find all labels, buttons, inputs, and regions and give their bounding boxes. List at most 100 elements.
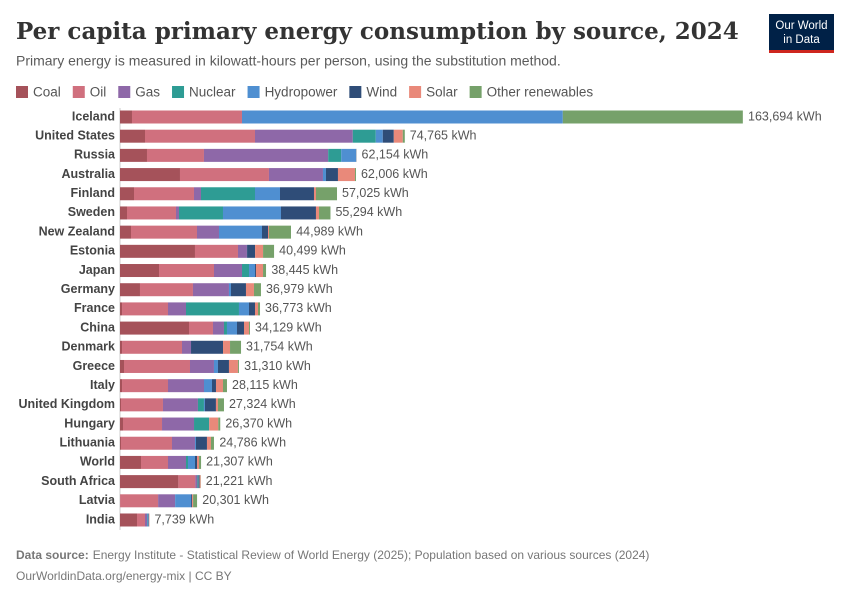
bar-segment <box>178 206 223 220</box>
bar-segment <box>341 148 357 162</box>
total-label: 21,307 kWh <box>206 455 273 469</box>
bar-segment <box>254 129 353 143</box>
bar-segment <box>185 455 189 469</box>
bar-segment <box>209 417 219 431</box>
legend-swatch <box>247 86 260 98</box>
legend-label: Hydropower <box>265 85 338 100</box>
bar-segment <box>210 436 214 450</box>
bar-segment <box>134 187 194 201</box>
category-label: United States <box>35 128 115 142</box>
bar-segment <box>218 225 262 239</box>
bar-segment <box>158 494 176 508</box>
bar-segment <box>123 417 163 431</box>
category-label: India <box>86 512 116 526</box>
total-label: 57,025 kWh <box>342 186 409 200</box>
bar-segment <box>179 168 269 182</box>
bar-segment <box>162 417 195 431</box>
total-label: 27,324 kWh <box>229 397 296 411</box>
bar-segment <box>315 206 319 220</box>
total-label: 7,739 kWh <box>154 512 214 526</box>
bar-segment <box>127 206 176 220</box>
category-label: Lithuania <box>59 436 116 450</box>
bar-segment <box>137 513 146 527</box>
bar-segment <box>120 494 159 508</box>
bar-segment <box>203 148 329 162</box>
bar-segment <box>217 359 229 373</box>
logo-text: in Data <box>783 34 820 46</box>
category-label: Finland <box>71 186 115 200</box>
bar-segment <box>162 398 198 412</box>
total-label: 28,115 kWh <box>232 378 298 392</box>
bar-segment <box>192 494 194 508</box>
category-label: World <box>80 455 115 469</box>
bar-segment <box>402 129 405 143</box>
category-label: Germany <box>61 282 115 296</box>
bar-segment <box>256 264 264 278</box>
total-label: 44,989 kWh <box>296 224 363 238</box>
legend-swatch <box>409 86 422 98</box>
legend-label: Wind <box>366 85 397 100</box>
bar-segment <box>268 225 270 239</box>
bar-segment <box>199 475 201 489</box>
bar-segment <box>254 302 259 316</box>
bar-segment <box>120 264 160 278</box>
bar-segment <box>212 321 224 335</box>
bar-segment <box>120 187 135 201</box>
total-label: 62,006 kWh <box>361 167 428 181</box>
bar-segment <box>243 321 249 335</box>
total-label: 20,301 kWh <box>202 493 269 507</box>
bar-segment <box>120 436 172 450</box>
bar-segment <box>248 302 255 316</box>
bar-segment <box>120 455 142 469</box>
bar-segment <box>120 129 146 143</box>
bar-segment <box>130 225 197 239</box>
bar-segment <box>279 187 314 201</box>
bar-segment <box>215 398 218 412</box>
legend-label: Oil <box>90 85 107 100</box>
bar-segment <box>375 129 383 143</box>
legend-swatch <box>469 86 482 98</box>
category-label: South Africa <box>41 474 116 488</box>
bar-segment <box>238 302 249 316</box>
bar-segment <box>352 129 376 143</box>
bar-segment <box>171 436 195 450</box>
bar-segment <box>120 417 124 431</box>
bar-segment <box>120 513 138 527</box>
chart-title: Per capita primary energy consumption by… <box>16 18 739 45</box>
category-label: United Kingdom <box>18 397 115 411</box>
bar-segment <box>230 340 242 354</box>
category-label: New Zealand <box>39 224 115 238</box>
bar-segment <box>167 302 186 316</box>
bar-segment <box>189 321 213 335</box>
logo-underline <box>769 50 834 53</box>
bar-segment <box>222 379 227 393</box>
total-label: 55,294 kWh <box>335 205 402 219</box>
category-label: Australia <box>62 167 117 181</box>
bar-segment <box>218 417 221 431</box>
footer[interactable]: OurWorldinData.org/energy-mix | CC BY <box>16 569 232 583</box>
bar-segment <box>382 129 394 143</box>
bar-segment <box>120 244 195 258</box>
logo[interactable]: Our World in Data <box>769 14 834 53</box>
bar-segment <box>192 283 229 297</box>
bar-segment <box>258 302 261 316</box>
logo-text: Our World <box>775 20 827 32</box>
category-label: Sweden <box>68 205 115 219</box>
bar-segment <box>200 187 255 201</box>
bar-segment <box>120 283 140 297</box>
bar-segment <box>313 187 317 201</box>
bar-segment <box>228 283 231 297</box>
bar-segment <box>181 340 191 354</box>
bar-segment <box>194 436 196 450</box>
bar-segment <box>193 187 201 201</box>
bar-segment <box>123 359 190 373</box>
bar-segment <box>120 398 121 412</box>
bar-segment <box>203 398 205 412</box>
total-label: 36,773 kWh <box>265 301 332 315</box>
bar-segment <box>122 302 168 316</box>
bar-segment <box>247 244 256 258</box>
bar-segment <box>393 129 403 143</box>
legend-label: Solar <box>426 85 458 100</box>
legend-label: Coal <box>33 85 61 100</box>
